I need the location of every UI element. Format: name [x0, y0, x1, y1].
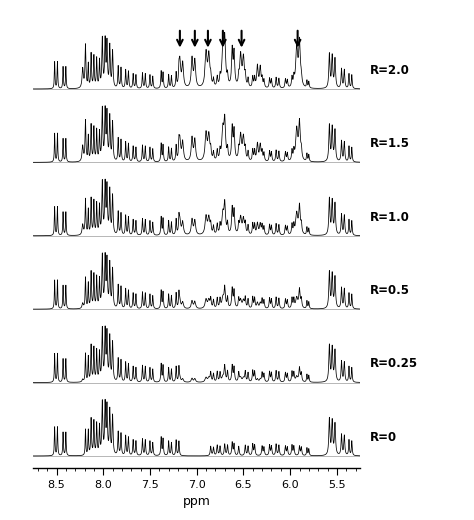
- X-axis label: ppm: ppm: [183, 496, 210, 509]
- Text: R=2.0: R=2.0: [370, 64, 410, 77]
- Text: R=1.0: R=1.0: [370, 211, 410, 224]
- Text: R=1.5: R=1.5: [370, 137, 410, 150]
- Text: R=0.25: R=0.25: [370, 357, 418, 370]
- Text: R=0.5: R=0.5: [370, 284, 410, 297]
- Text: R=0: R=0: [370, 431, 397, 444]
